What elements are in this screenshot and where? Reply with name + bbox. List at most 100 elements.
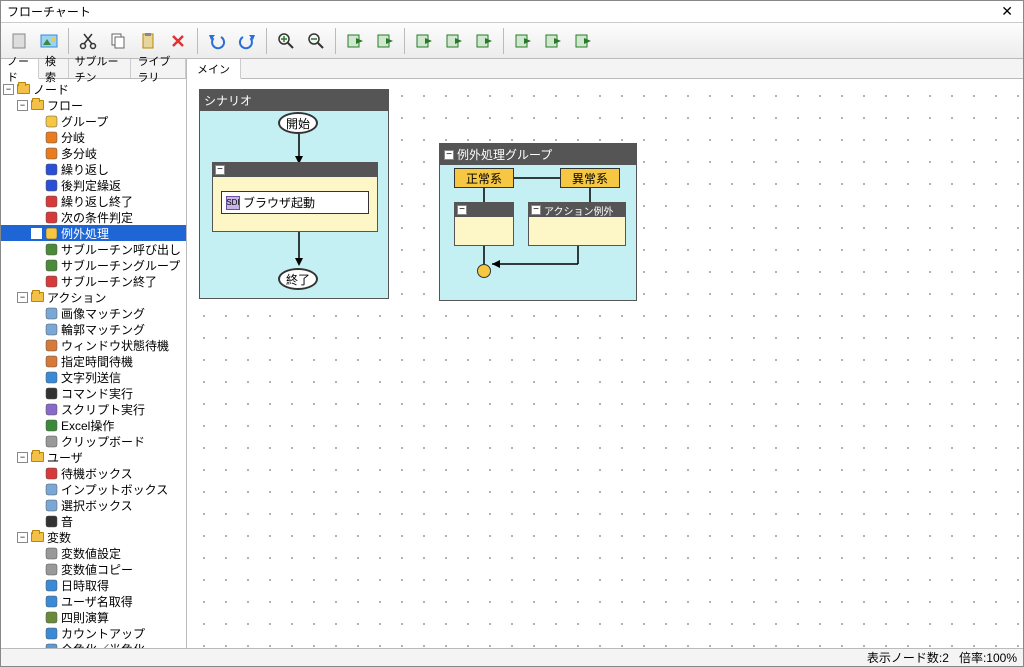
- exception-title: 例外処理グループ: [457, 146, 552, 163]
- tree-item[interactable]: 待機ボックス: [1, 465, 186, 481]
- end-label: 終了: [286, 271, 310, 288]
- tree-item[interactable]: コマンド実行: [1, 385, 186, 401]
- tree-item[interactable]: 指定時間待機: [1, 353, 186, 369]
- tree-spacer: [31, 228, 42, 239]
- tree-item[interactable]: −フロー: [1, 97, 186, 113]
- tree-item[interactable]: 繰り返し: [1, 161, 186, 177]
- tree-item[interactable]: Excel操作: [1, 417, 186, 433]
- mover-icon[interactable]: [569, 27, 597, 55]
- canvas-tab-0[interactable]: メイン: [187, 59, 241, 79]
- layer1-icon[interactable]: [341, 27, 369, 55]
- tree-item[interactable]: 文字列送信: [1, 369, 186, 385]
- tree-item[interactable]: サブルーチン呼び出し: [1, 241, 186, 257]
- join-circle[interactable]: [477, 264, 491, 278]
- tree-item[interactable]: 四則演算: [1, 609, 186, 625]
- picture-icon[interactable]: [35, 27, 63, 55]
- tree-item[interactable]: −ノード: [1, 81, 186, 97]
- zoom-in-icon[interactable]: [272, 27, 300, 55]
- tree-item[interactable]: 繰り返し終了: [1, 193, 186, 209]
- tree-item[interactable]: 後判定繰返: [1, 177, 186, 193]
- tree-label: コマンド実行: [61, 385, 133, 402]
- action-exception-inner[interactable]: − アクション例外: [528, 202, 626, 246]
- tree-item[interactable]: 例外処理: [1, 225, 186, 241]
- side-tab-2[interactable]: サブルーチン: [69, 59, 132, 78]
- tree-item[interactable]: クリップボード: [1, 433, 186, 449]
- tree-item[interactable]: ウィンドウ状態待機: [1, 337, 186, 353]
- export1-icon[interactable]: [440, 27, 468, 55]
- arrow-start-to-action: [295, 134, 303, 164]
- tree-label: 変数: [47, 529, 71, 546]
- tree-item[interactable]: インプットボックス: [1, 481, 186, 497]
- tree-item[interactable]: 次の条件判定: [1, 209, 186, 225]
- paste-icon[interactable]: [134, 27, 162, 55]
- import-icon[interactable]: [410, 27, 438, 55]
- tree-spacer: [31, 388, 42, 399]
- tree-item[interactable]: 全角化／半角化: [1, 641, 186, 648]
- cut-icon[interactable]: [74, 27, 102, 55]
- scenario-group[interactable]: シナリオ 開始 − SDI ブラウザ起動: [199, 89, 389, 299]
- tree-label: 変数値コピー: [61, 561, 133, 578]
- tree-item[interactable]: 音: [1, 513, 186, 529]
- scenario-inner[interactable]: − SDI ブラウザ起動: [212, 162, 378, 232]
- collapse-icon[interactable]: −: [17, 452, 28, 463]
- export2-icon[interactable]: [470, 27, 498, 55]
- redo-icon[interactable]: [233, 27, 261, 55]
- start-node[interactable]: 開始: [278, 112, 318, 134]
- tree-item[interactable]: スクリプト実行: [1, 401, 186, 417]
- folder-icon: [16, 82, 30, 96]
- exception-group[interactable]: − 例外処理グループ 正常系 異常系 −: [439, 143, 637, 301]
- tree-item[interactable]: カウントアップ: [1, 625, 186, 641]
- tree-item[interactable]: ユーザ名取得: [1, 593, 186, 609]
- collapse-icon[interactable]: −: [3, 84, 14, 95]
- tree-item[interactable]: グループ: [1, 113, 186, 129]
- collapse-icon[interactable]: −: [531, 205, 541, 215]
- collapse-icon[interactable]: −: [457, 205, 467, 215]
- tree-item[interactable]: −アクション: [1, 289, 186, 305]
- tree-item[interactable]: 変数値コピー: [1, 561, 186, 577]
- tree-item[interactable]: 画像マッチング: [1, 305, 186, 321]
- layer2-icon[interactable]: [371, 27, 399, 55]
- collapse-icon[interactable]: −: [17, 100, 28, 111]
- tree-spacer: [31, 468, 42, 479]
- node-icon: [44, 274, 58, 288]
- collapse-icon[interactable]: −: [17, 292, 28, 303]
- collapse-icon[interactable]: −: [444, 150, 454, 160]
- delete-icon[interactable]: [164, 27, 192, 55]
- tree-item[interactable]: 日時取得: [1, 577, 186, 593]
- collapse-icon[interactable]: −: [17, 532, 28, 543]
- side-tab-0[interactable]: ノード: [1, 59, 39, 79]
- new-doc-icon[interactable]: [5, 27, 33, 55]
- tree-item[interactable]: 多分岐: [1, 145, 186, 161]
- zoom-out-icon[interactable]: [302, 27, 330, 55]
- tree-item[interactable]: − 変数: [1, 529, 186, 545]
- copy-icon[interactable]: [104, 27, 132, 55]
- tree-item[interactable]: 選択ボックス: [1, 497, 186, 513]
- browser-launch-label: ブラウザ起動: [243, 194, 315, 211]
- collapse-icon[interactable]: −: [215, 165, 225, 175]
- abnormal-branch[interactable]: 異常系: [560, 168, 620, 188]
- copydoc-icon[interactable]: [509, 27, 537, 55]
- browser-launch-node[interactable]: SDI ブラウザ起動: [221, 191, 369, 214]
- close-icon[interactable]: ✕: [997, 3, 1017, 20]
- tree-item[interactable]: 分岐: [1, 129, 186, 145]
- node-icon: [44, 146, 58, 160]
- tree-spacer: [31, 180, 42, 191]
- tree-spacer: [31, 420, 42, 431]
- tree-item[interactable]: 輪郭マッチング: [1, 321, 186, 337]
- side-tab-1[interactable]: 検索: [39, 59, 69, 78]
- node-icon: [44, 114, 58, 128]
- node-icon: [44, 306, 58, 320]
- tree-item[interactable]: −ユーザ: [1, 449, 186, 465]
- end-node[interactable]: 終了: [278, 268, 318, 290]
- moveldoc-icon[interactable]: [539, 27, 567, 55]
- normal-inner[interactable]: −: [454, 202, 514, 246]
- side-tab-3[interactable]: ライブラリ: [131, 59, 186, 78]
- tree-item[interactable]: 変数値設定: [1, 545, 186, 561]
- flowchart-canvas[interactable]: シナリオ 開始 − SDI ブラウザ起動: [187, 79, 1023, 648]
- normal-branch[interactable]: 正常系: [454, 168, 514, 188]
- tree-label: 分岐: [61, 129, 85, 146]
- undo-icon[interactable]: [203, 27, 231, 55]
- node-tree[interactable]: −ノード−フローグループ分岐多分岐繰り返し後判定繰返繰り返し終了次の条件判定例外…: [1, 79, 186, 648]
- tree-item[interactable]: サブルーチン終了: [1, 273, 186, 289]
- tree-item[interactable]: サブルーチングループ: [1, 257, 186, 273]
